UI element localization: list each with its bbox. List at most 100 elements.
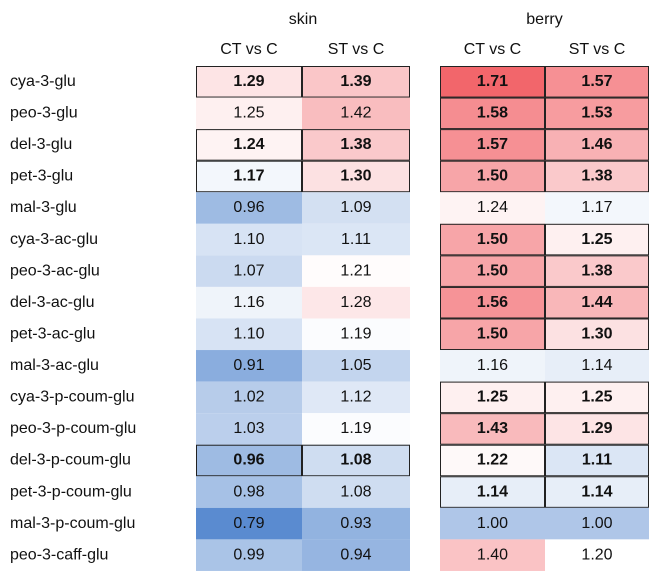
cell-border xyxy=(196,444,302,477)
heat-cell xyxy=(545,381,649,414)
heat-cell xyxy=(302,381,410,414)
cell-border xyxy=(440,286,545,319)
heat-cell xyxy=(302,350,410,382)
heat-cell xyxy=(302,66,410,98)
cell-value: 1.22 xyxy=(477,452,508,469)
cell-value: 1.71 xyxy=(477,73,508,90)
heat-cell xyxy=(302,413,410,445)
heat-cell xyxy=(545,66,649,98)
cell-value: 1.43 xyxy=(477,420,508,437)
cell-value: 1.10 xyxy=(233,231,264,248)
cell-border xyxy=(440,255,545,287)
heat-cell xyxy=(196,381,302,414)
cell-value: 1.46 xyxy=(581,136,612,153)
heat-cell xyxy=(196,507,302,540)
row-label: pet-3-p-coum-glu xyxy=(10,483,132,500)
heat-cell xyxy=(196,129,302,161)
cell-value: 0.96 xyxy=(233,199,264,216)
cell-value: 1.50 xyxy=(477,262,508,279)
heat-cell xyxy=(196,444,302,477)
heat-cell xyxy=(196,318,302,351)
cell-border xyxy=(440,476,545,508)
cell-value: 1.11 xyxy=(582,452,612,469)
row-label: mal-3-p-coum-glu xyxy=(10,515,135,532)
heat-cell xyxy=(196,286,302,319)
row-label: peo-3-caff-glu xyxy=(10,546,108,563)
row-label: cya-3-p-coum-glu xyxy=(10,389,134,406)
group-header: skin xyxy=(289,11,317,28)
cell-value: 1.16 xyxy=(233,294,264,311)
heat-cell xyxy=(196,539,302,571)
heat-cell xyxy=(545,286,649,319)
row-label: peo-3-p-coum-glu xyxy=(10,420,136,437)
heat-cell xyxy=(440,255,545,287)
heat-cell xyxy=(440,444,545,477)
heat-cell xyxy=(440,66,545,98)
cell-value: 0.99 xyxy=(233,546,264,563)
cell-value: 1.00 xyxy=(581,515,612,532)
heat-cell xyxy=(196,66,302,98)
cell-value: 0.93 xyxy=(340,515,371,532)
cell-value: 1.25 xyxy=(477,389,508,406)
cell-value: 1.14 xyxy=(581,483,612,500)
heat-cell xyxy=(302,539,410,571)
cell-value: 0.98 xyxy=(233,483,264,500)
heat-cell xyxy=(196,413,302,445)
cell-value: 1.38 xyxy=(581,262,612,279)
cell-value: 1.58 xyxy=(477,105,508,122)
row-label: peo-3-glu xyxy=(10,105,78,122)
column-header: CT vs C xyxy=(220,41,277,58)
cell-value: 1.02 xyxy=(233,389,264,406)
cell-border xyxy=(440,223,545,256)
heat-cell xyxy=(545,160,649,193)
heat-cell xyxy=(302,160,410,193)
cell-value: 1.42 xyxy=(340,105,371,122)
heat-cell xyxy=(545,539,649,571)
cell-border xyxy=(440,160,545,193)
cell-border xyxy=(440,413,545,445)
cell-value: 1.50 xyxy=(477,231,508,248)
heat-cell xyxy=(545,413,649,445)
cell-border xyxy=(196,129,302,161)
cell-value: 1.17 xyxy=(581,199,612,216)
cell-value: 1.16 xyxy=(477,357,508,374)
heat-cell xyxy=(545,318,649,351)
cell-value: 1.19 xyxy=(340,325,371,342)
row-label: cya-3-ac-glu xyxy=(10,231,98,248)
cell-value: 1.50 xyxy=(477,168,508,185)
cell-value: 1.56 xyxy=(477,294,508,311)
row-label: pet-3-glu xyxy=(10,168,73,185)
cell-value: 1.10 xyxy=(233,325,264,342)
heat-cell xyxy=(302,507,410,540)
cell-value: 1.09 xyxy=(340,199,371,216)
row-label: del-3-glu xyxy=(10,136,72,153)
heat-cell xyxy=(302,255,410,287)
heat-cell xyxy=(545,255,649,287)
cell-value: 1.14 xyxy=(477,483,508,500)
heat-cell xyxy=(440,350,545,382)
cell-value: 1.38 xyxy=(581,168,612,185)
cell-value: 1.24 xyxy=(233,136,264,153)
heat-cell xyxy=(545,476,649,508)
heat-cell xyxy=(440,223,545,256)
cell-border xyxy=(440,444,545,477)
cell-value: 1.39 xyxy=(340,73,371,90)
heat-cell xyxy=(545,192,649,224)
heat-cell xyxy=(196,97,302,130)
heat-cell xyxy=(302,476,410,508)
cell-border xyxy=(440,66,545,98)
cell-value: 1.25 xyxy=(233,105,264,122)
cell-value: 1.08 xyxy=(340,452,371,469)
cell-border xyxy=(440,129,545,161)
heat-cell xyxy=(196,223,302,256)
cell-value: 1.30 xyxy=(340,168,371,185)
row-label: mal-3-glu xyxy=(10,199,77,216)
heat-cell xyxy=(440,97,545,130)
cell-value: 1.38 xyxy=(340,136,371,153)
column-header: CT vs C xyxy=(464,41,521,58)
heat-cell xyxy=(302,129,410,161)
cell-border xyxy=(302,129,410,161)
cell-value: 0.94 xyxy=(340,546,371,563)
cell-value: 1.40 xyxy=(477,546,508,563)
